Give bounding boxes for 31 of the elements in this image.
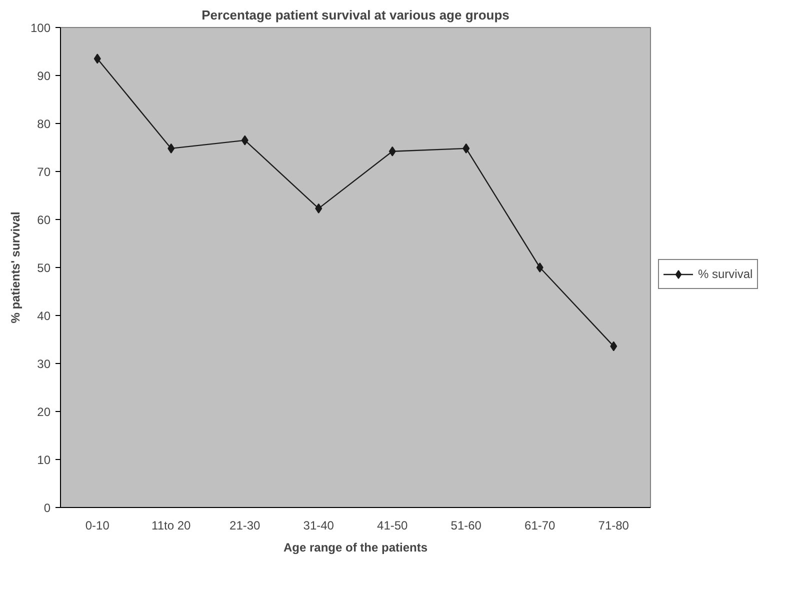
y-tick-label: 60 — [37, 213, 51, 227]
y-tick-label: 90 — [37, 69, 51, 83]
y-tick-label: 50 — [37, 261, 51, 275]
point — [315, 203, 322, 214]
y-tick-label: 0 — [44, 501, 51, 515]
x-tick-label: 61-70 — [524, 518, 556, 532]
legend-label: % survival — [698, 266, 753, 280]
x-tick-label: 0-10 — [85, 518, 110, 532]
chart-title: Percentage patient survival at various age groups — [202, 8, 510, 22]
point — [388, 146, 396, 156]
y-tick-label: 20 — [37, 405, 51, 419]
x-tick-label: 21-30 — [230, 518, 261, 532]
x-tick-label: 41-50 — [377, 518, 408, 532]
y-tick-label: 40 — [37, 309, 51, 323]
y-tick-label: 100 — [30, 21, 51, 35]
x-tick-label: 11to 20 — [152, 518, 192, 532]
x-tick-label: 71-80 — [598, 518, 630, 532]
y-tick-label: 30 — [37, 357, 51, 371]
x-tick-label: 51-60 — [450, 518, 482, 532]
point — [610, 341, 618, 352]
x-tick-label: 31-40 — [303, 518, 334, 532]
point — [536, 262, 544, 272]
point — [94, 54, 101, 64]
x-axis-title: Age range of the patients — [283, 540, 428, 554]
y-tick-label: 70 — [37, 165, 51, 179]
point — [168, 143, 175, 154]
point — [462, 143, 470, 154]
y-axis-title: % patients' survival — [8, 212, 22, 324]
y-tick-label: 10 — [37, 453, 51, 467]
y-tick-label: 80 — [37, 117, 51, 131]
point — [241, 135, 248, 146]
